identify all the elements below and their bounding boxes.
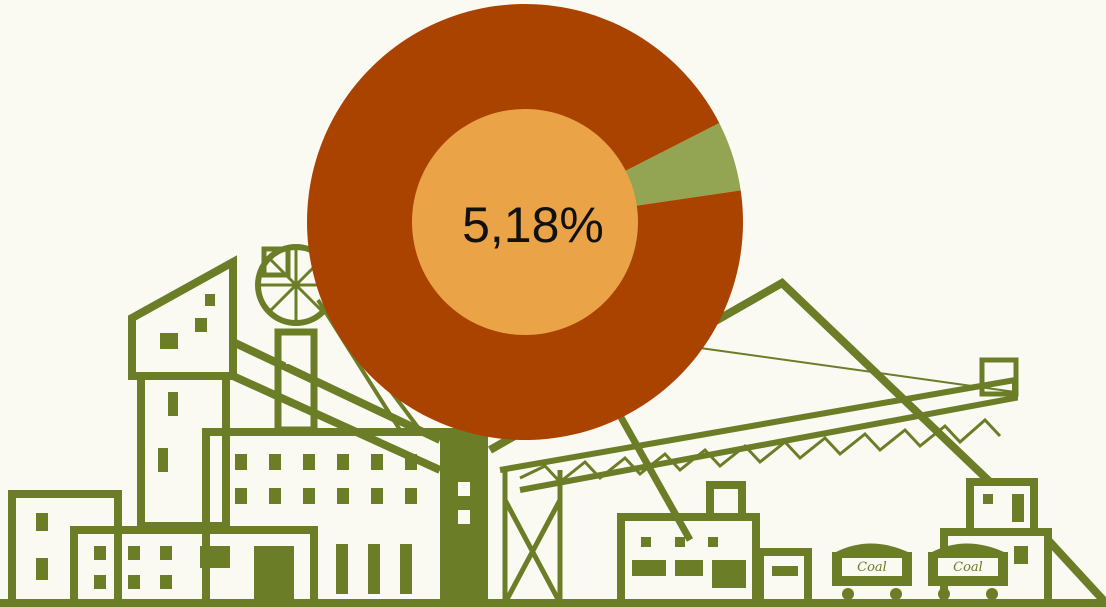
wheel-spokes <box>258 247 334 323</box>
donut-center <box>412 109 638 335</box>
coal-wagon: Coal <box>928 543 1008 600</box>
front-building <box>70 526 318 607</box>
tower-roof-block <box>128 255 237 380</box>
boom-head <box>979 357 1019 397</box>
right-shed <box>756 548 812 607</box>
percentage-label: 5,18% <box>462 197 604 253</box>
stacker-legs <box>502 470 563 605</box>
tower-shaft <box>137 372 230 530</box>
far-right-ramp <box>1045 537 1106 606</box>
far-right-tower <box>966 478 1038 536</box>
windows <box>36 294 1028 603</box>
right-building-chimney <box>706 481 746 521</box>
boom-truss <box>519 417 1002 485</box>
left-low-building <box>8 490 122 607</box>
wagon-label: Coal <box>857 560 887 575</box>
boom-cable <box>699 347 1016 393</box>
wagon-label: Coal <box>953 560 983 575</box>
donut-chart <box>307 4 743 441</box>
coal-wagon: Coal <box>832 543 912 600</box>
headframe-cabin <box>261 246 291 278</box>
